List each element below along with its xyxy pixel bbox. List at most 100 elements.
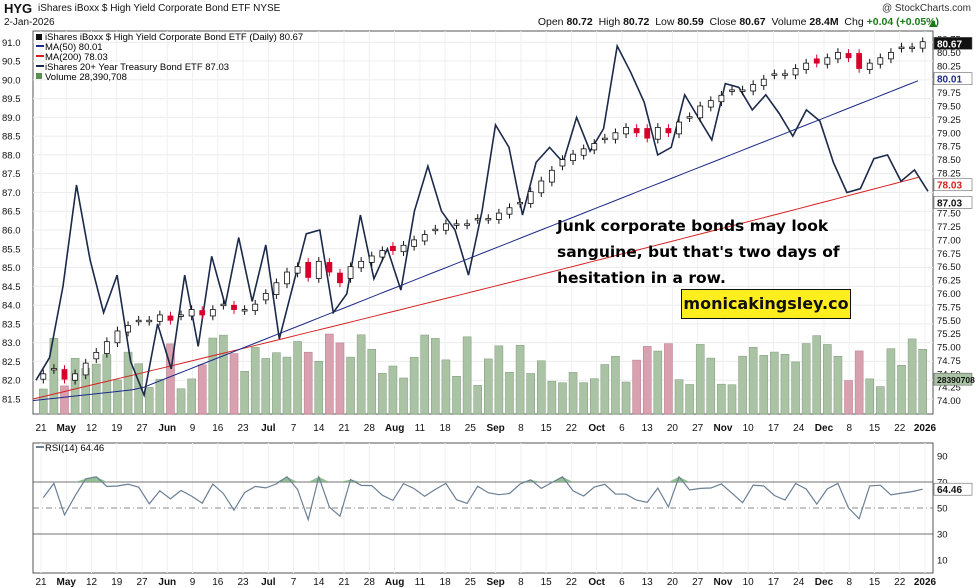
left-axis-tick: 83.5: [2, 319, 21, 330]
badge-box: [933, 37, 973, 50]
volume-bar: [844, 380, 853, 415]
volume-bar: [325, 333, 334, 415]
candle-body: [50, 368, 57, 371]
x-axis-label-bottom: 8: [846, 577, 852, 588]
volume-bar: [907, 338, 917, 415]
candle-body: [623, 127, 629, 135]
volume-bar: [335, 342, 345, 415]
low-label: Low: [655, 16, 675, 28]
x-axis-label: 6: [619, 423, 625, 434]
volume-bar: [918, 349, 927, 415]
left-axis-tick: 89.5: [2, 94, 21, 105]
candle-body: [220, 303, 227, 307]
volume-bar: [886, 348, 896, 415]
high-label: High: [598, 16, 621, 28]
open-label: Open: [537, 16, 564, 28]
candle-body: [432, 228, 439, 232]
candle-body: [633, 128, 640, 134]
left-axis-tick: 82.5: [2, 357, 21, 368]
badge-box: [933, 178, 973, 192]
candle-body: [82, 362, 89, 376]
x-axis-label-bottom: 17: [768, 577, 780, 588]
x-axis-label: 8: [846, 423, 852, 434]
x-axis-label-bottom: 12: [86, 577, 98, 588]
change-label: Chg: [844, 16, 864, 28]
x-axis-label: 12: [86, 423, 98, 434]
x-axis-label: Aug: [385, 423, 404, 434]
badge-box: [933, 196, 973, 209]
x-axis-label-bottom: Aug: [385, 577, 404, 588]
low-value: 80.59: [677, 16, 704, 28]
volume-bar: [452, 376, 461, 415]
left-axis-tick: 87.0: [2, 188, 21, 199]
x-axis-label: 11: [415, 423, 426, 434]
volume-bar: [579, 382, 588, 415]
candle-body: [400, 244, 407, 253]
candle-body: [326, 262, 333, 273]
x-axis-label: 10: [743, 423, 755, 434]
x-axis-label: 22: [566, 423, 578, 434]
right-badge-ma200: 78.03: [933, 178, 973, 192]
candle-body: [273, 282, 280, 295]
left-axis-tick: 84.5: [2, 282, 21, 293]
candle-body: [231, 304, 237, 310]
left-axis-tick: 89.0: [2, 113, 21, 124]
volume-bar: [91, 363, 101, 415]
x-axis-label: 18: [440, 423, 452, 434]
legend-main: iShares iBoxx $ High Yield Corporate Bon…: [45, 32, 303, 43]
volume-bar: [536, 360, 546, 415]
x-axis-label: Nov: [713, 423, 732, 434]
right-axis-tick: 74.00: [937, 396, 961, 407]
right-axis-tick: 79.25: [937, 115, 961, 126]
candle-body: [686, 116, 693, 119]
x-axis-label: 15: [541, 423, 553, 434]
candle-body: [739, 89, 746, 92]
candle-body: [305, 262, 312, 278]
candle-body: [676, 121, 682, 135]
rsi-overbought-fill: [85, 476, 97, 482]
right-badge-ma50: 80.01: [933, 72, 973, 86]
candle-body: [61, 369, 68, 380]
right-axis-tick: 74.75: [937, 356, 961, 367]
x-axis-label: 17: [768, 423, 780, 434]
candle-body: [379, 250, 386, 258]
candle-body: [835, 52, 841, 60]
rsi-overbought-fill: [668, 476, 680, 482]
candle-body: [421, 234, 428, 242]
x-axis-label-bottom: 20: [667, 577, 679, 588]
volume-bar: [484, 358, 493, 415]
rsi-overbought-fill: [339, 479, 351, 482]
candle-body: [315, 260, 322, 279]
close-value: 80.67: [739, 16, 766, 28]
x-axis-label-bottom: 9: [190, 577, 196, 588]
volume-bar: [642, 346, 652, 415]
brand-label[interactable]: @ StockCharts.com: [881, 3, 971, 14]
x-axis-label: 27: [136, 423, 148, 434]
change-value: +0.04 (+0.05%): [866, 16, 939, 28]
rsi-axis-tick: 90: [937, 452, 948, 463]
right-badge-close: 80.67: [933, 37, 973, 50]
x-axis-label: 13: [642, 423, 654, 434]
left-axis-tick: 90.5: [2, 57, 21, 68]
x-axis-label: 21: [35, 423, 47, 434]
right-axis-tick: 76.00: [937, 289, 961, 300]
volume-bar: [611, 356, 620, 415]
volume-value: 28.4M: [809, 16, 839, 28]
x-axis-label: 28: [364, 423, 376, 434]
x-axis-label-bottom: 14: [313, 577, 325, 588]
left-axis-tick: 90.0: [2, 75, 21, 86]
right-axis-tick: 76.25: [937, 276, 961, 287]
candle-body: [856, 53, 863, 69]
badge-label: 80.01: [937, 75, 962, 86]
volume-bar: [367, 348, 377, 415]
x-axis-label-bottom: 2026: [914, 577, 937, 588]
volume-bar: [876, 386, 885, 415]
volume-bar: [706, 357, 716, 415]
volume-bar: [356, 334, 366, 415]
left-axis-tick: 85.5: [2, 244, 21, 255]
left-axis-tick: 81.5: [2, 394, 21, 405]
right-axis-tick: 76.75: [937, 249, 961, 260]
candle-body: [782, 73, 788, 76]
candle-body: [792, 68, 799, 76]
